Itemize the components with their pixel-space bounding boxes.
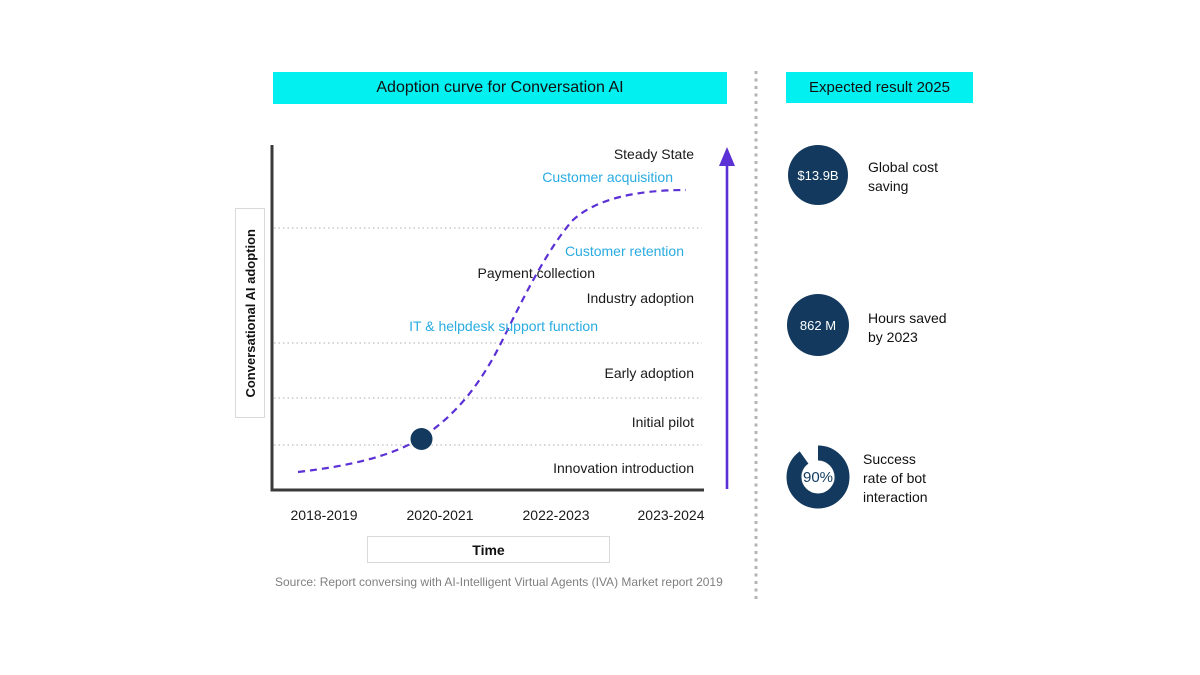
chart-title-bar: Adoption curve for Conversation AI — [273, 72, 727, 104]
stage-label-early-adoption: Early adoption — [604, 365, 694, 381]
gridlines — [274, 227, 702, 446]
x-tick-2022-2023: 2022-2023 — [522, 507, 590, 523]
stage-label-it-helpdesk-support: IT & helpdesk support function — [409, 318, 598, 334]
x-tick-2020-2021: 2020-2021 — [406, 507, 474, 523]
stage-label-customer-acquisition: Customer acquisition — [542, 169, 673, 185]
up-arrow — [719, 147, 735, 489]
metric-label-success-rate: Success rate of bot interaction — [863, 451, 928, 505]
x-tick-2023-2024: 2023-2024 — [637, 507, 705, 523]
x-axis-label: Time — [472, 541, 505, 558]
x-axis-label-box: Time — [367, 536, 610, 563]
source-note: Source: Report conversing with AI-Intell… — [275, 575, 723, 589]
adoption-s-curve — [297, 188, 687, 474]
stage-label-initial-pilot: Initial pilot — [631, 414, 694, 430]
y-axis-label-box: Conversational AI adoption — [235, 208, 265, 418]
metric-circle-global-cost: $13.9B — [788, 145, 848, 205]
right-panel-title-bar: Expected result 2025 — [786, 72, 973, 103]
metric-circle-hours-saved: 862 M — [787, 294, 849, 356]
stage-label-industry-adoption: Industry adoption — [586, 290, 694, 306]
stage-label-customer-retention: Customer retention — [564, 243, 684, 259]
stage-label-steady-state: Steady State — [613, 146, 694, 162]
right-panel-title: Expected result 2025 — [809, 79, 950, 96]
x-tick-2018-2019: 2018-2019 — [290, 507, 358, 523]
y-axis-label: Conversational AI adoption — [242, 228, 258, 398]
stage-label-innovation-introduction: Innovation introduction — [553, 460, 694, 476]
metric-value-global-cost: $13.9B — [797, 167, 839, 183]
stage-label-payment-collection: Payment collection — [477, 265, 595, 281]
chart-title: Adoption curve for Conversation AI — [376, 79, 624, 96]
metric-label-hours-saved: Hours saved by 2023 — [868, 310, 947, 345]
success-rate-donut — [786, 445, 850, 509]
metric-value-hours-saved: 862 M — [799, 317, 837, 333]
metric-label-global-cost: Global cost saving — [868, 159, 939, 194]
axes — [270, 145, 704, 492]
donut-ring — [786, 445, 850, 509]
metric-value-success-rate: 90% — [802, 468, 834, 486]
milestone-dot — [410, 428, 433, 450]
